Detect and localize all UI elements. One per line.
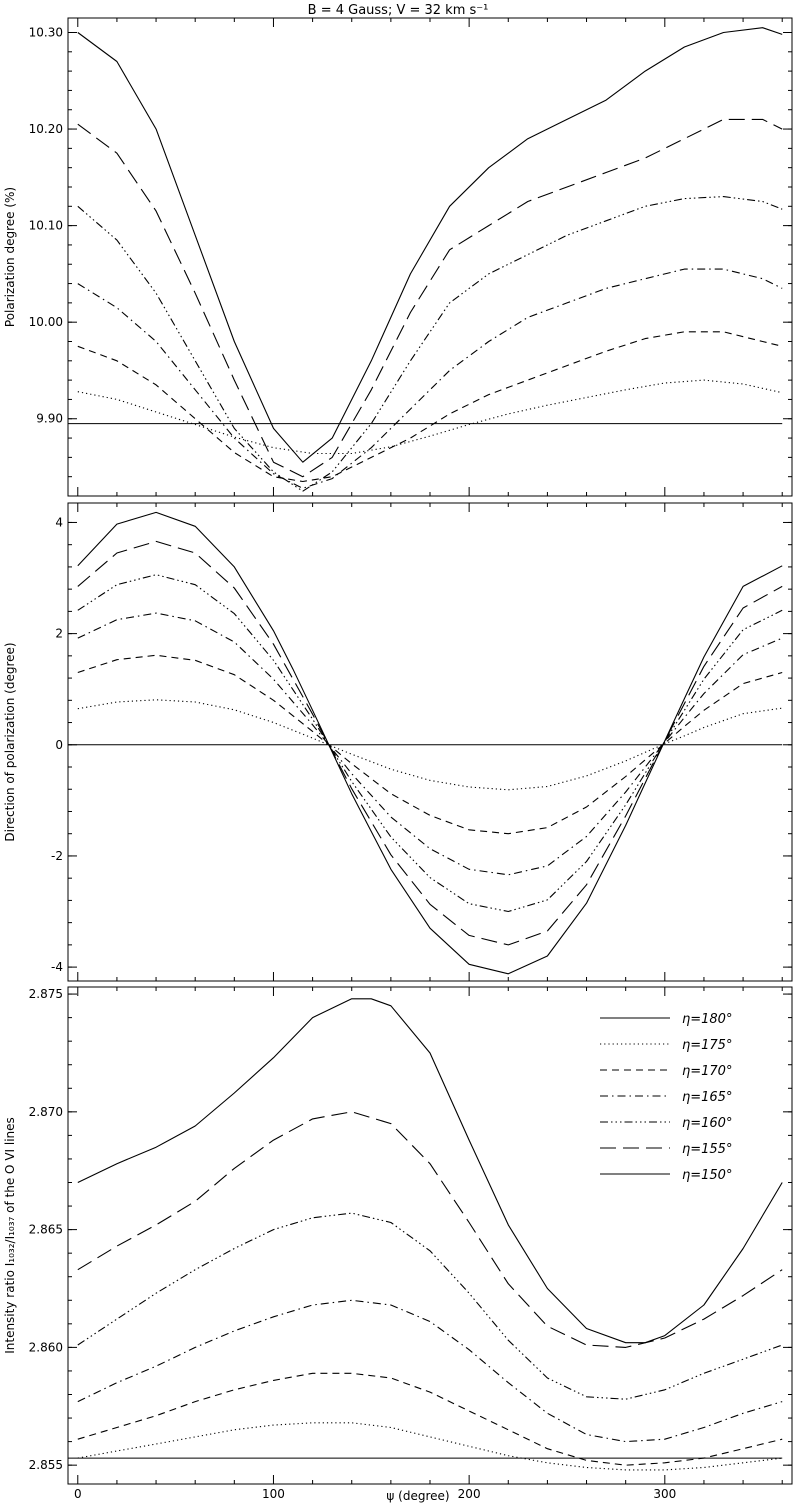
y-tick-label: 2.860	[29, 1340, 63, 1354]
series-line-longdash	[77, 540, 783, 946]
panels: 9.90 10.00 10.10 10.20 10.30 Polarization deg…	[3, 17, 793, 1501]
y-tick-label: -4	[51, 960, 63, 974]
y-tick-label: 2.855	[29, 1458, 63, 1472]
panel-2: -4 -2 0 2 4 Direction of polarization (degree…	[3, 502, 793, 982]
y-tick-label: 10.00	[29, 315, 63, 329]
series-line-dotted	[77, 1422, 783, 1471]
legend-label: η=160°	[682, 1116, 732, 1131]
y-axis-title: Direction of polarization (degree)	[3, 642, 17, 841]
x-axis-title: ψ (degree)	[386, 1489, 449, 1503]
y-tick-label: 10.20	[29, 122, 63, 136]
plot-frame	[67, 17, 793, 497]
series-line-solid	[77, 998, 783, 1344]
series-line-dashdot	[77, 268, 783, 489]
panel-3: 0 100 200 300 2.855 2.860 2.865 2.870 2.875 Inten…	[3, 986, 793, 1501]
y-tick-label: 2.870	[29, 1105, 63, 1119]
series-line-dashdotdotdot	[77, 574, 783, 913]
panel-1: 9.90 10.00 10.10 10.20 10.30 Polarization deg…	[3, 17, 793, 497]
y-tick-label: 9.90	[36, 412, 63, 426]
x-tick-label: 100	[262, 1487, 285, 1501]
x-tick-label: 300	[653, 1487, 676, 1501]
figure-title: B = 4 Gauss; V = 32 km s⁻¹	[308, 3, 489, 18]
legend-label: η=165°	[682, 1090, 732, 1105]
legend-label: η=180°	[682, 1012, 732, 1027]
y-tick-label: 0	[55, 738, 63, 752]
y-tick-label: 2.865	[29, 1223, 63, 1237]
series-line-dashdotdotdot	[77, 196, 783, 492]
y-tick-label: -2	[51, 849, 63, 863]
y-axis-title: Intensity ratio I₁₀₃₂/I₁₀₃₇ of the O VI …	[3, 1117, 17, 1354]
legend-label: η=155°	[682, 1142, 732, 1157]
series-line-dashdot	[77, 612, 783, 876]
series-line-longdash	[77, 1111, 783, 1348]
series-line-solid	[77, 511, 783, 975]
series-line-dashed	[77, 331, 783, 483]
x-tick-label: 200	[458, 1487, 481, 1501]
series-line-dashed	[77, 1372, 783, 1466]
plot-frame	[67, 986, 793, 1485]
series-line-dashdotdotdot	[77, 1212, 783, 1400]
series-line-dashed	[77, 654, 783, 835]
legend: η=180° η=175° η=170° η=165° η=160° η=155° η=15…	[600, 1012, 732, 1183]
y-tick-label: 2.875	[29, 987, 63, 1001]
y-axis-title: Polarization degree (%)	[3, 187, 17, 327]
plot-frame	[67, 502, 793, 982]
x-tick-label: 0	[74, 1487, 82, 1501]
legend-label: η=150°	[682, 1168, 732, 1183]
series-line-longdash	[77, 118, 783, 478]
y-tick-label: 10.10	[29, 219, 63, 233]
series-line-dashdot	[77, 1299, 783, 1443]
series-line-solid	[77, 27, 783, 463]
series-line-dotted	[77, 379, 783, 455]
legend-label: η=170°	[682, 1064, 732, 1079]
y-tick-label: 2	[55, 627, 63, 641]
legend-label: η=175°	[682, 1038, 732, 1053]
series-line-dotted	[77, 699, 783, 791]
y-tick-label: 4	[55, 515, 63, 529]
y-tick-label: 10.30	[29, 25, 63, 39]
